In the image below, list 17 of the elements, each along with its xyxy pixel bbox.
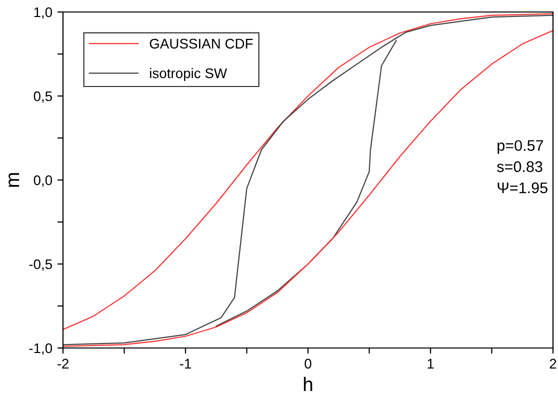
x-tick-label: -2 bbox=[57, 358, 68, 368]
x-tick-label: -1 bbox=[180, 358, 191, 368]
y-tick-label: -1,0 bbox=[29, 343, 52, 355]
annotation: p=0.57 bbox=[498, 140, 544, 154]
y-tick-label: 0,5 bbox=[34, 91, 52, 103]
y-tick-label: 1,0 bbox=[34, 7, 52, 19]
x-tick-label: 1 bbox=[428, 358, 434, 368]
y-axis-title: m bbox=[8, 173, 20, 187]
legend-label: isotropic SW bbox=[150, 68, 228, 81]
legend-label: GAUSSIAN CDF bbox=[150, 38, 253, 49]
x-tick-label: 2 bbox=[550, 358, 556, 368]
x-tick-label: 0 bbox=[304, 358, 312, 369]
y-tick-label: -0,5 bbox=[29, 259, 52, 271]
annotation: s=0.83 bbox=[497, 161, 542, 172]
annotation: Ψ=1.95 bbox=[498, 182, 548, 194]
y-tick-label: 0,0 bbox=[34, 175, 52, 187]
x-axis-title: h bbox=[304, 376, 312, 392]
